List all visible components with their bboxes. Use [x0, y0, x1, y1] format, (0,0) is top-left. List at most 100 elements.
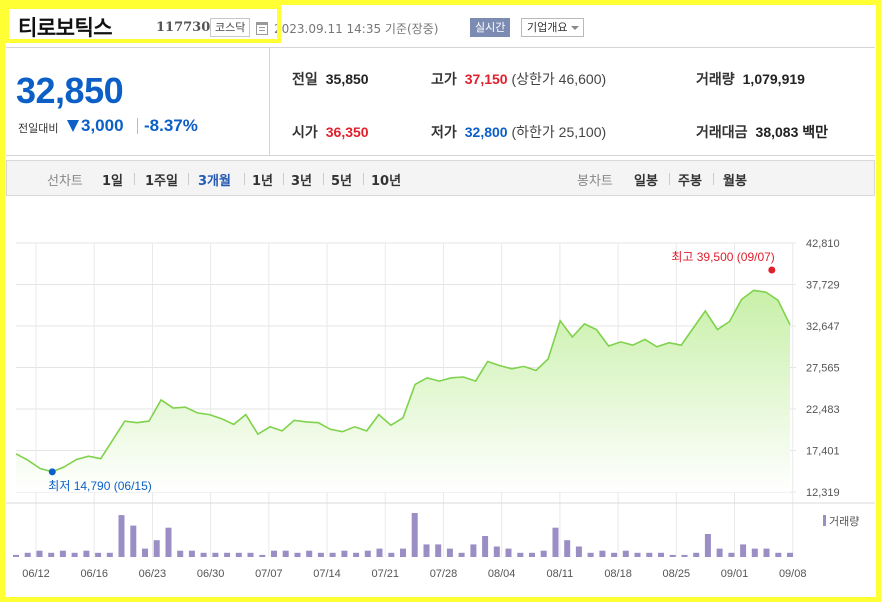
volume-bar [188, 550, 195, 557]
volume-bar [575, 546, 582, 557]
min-point [48, 468, 56, 476]
volume-bar [599, 550, 606, 557]
volume-bar [259, 554, 266, 557]
candle-weekly[interactable]: 주봉 [678, 174, 702, 189]
volume-bar [282, 550, 289, 557]
volume-bar [435, 544, 442, 557]
stat-open: 시가 36,350 [292, 122, 369, 142]
stat-value: 35,850 [325, 71, 369, 87]
volume-bar [247, 552, 254, 557]
chevron-down-icon [571, 26, 580, 30]
company-name[interactable]: 티로보틱스 [18, 16, 113, 40]
volume-bar [294, 552, 301, 557]
volume-bar [493, 546, 500, 557]
x-tick-label: 07/28 [430, 568, 458, 580]
company-overview-label: 기업개요 [527, 21, 568, 34]
y-tick-label: 12,319 [806, 487, 840, 499]
title-highlight [5, 5, 281, 43]
volume-bar [83, 550, 90, 557]
period-1y[interactable]: 1년 [252, 174, 274, 189]
current-price: 32,850 [16, 70, 124, 111]
stat-prev-close: 전일 35,850 [292, 69, 369, 89]
change-percent: -8.37% [144, 116, 198, 135]
stat-high: 고가 37,150 (상한가 46,600) [431, 69, 606, 89]
volume-bar [634, 552, 641, 557]
y-tick-label: 22,483 [806, 404, 840, 416]
volume-bar [669, 554, 676, 557]
y-tick-label: 17,401 [806, 446, 840, 458]
y-tick-label: 27,565 [806, 363, 840, 375]
stat-trade-value: 거래대금 38,083 백만 [696, 122, 828, 142]
x-tick-label: 08/04 [488, 568, 516, 580]
x-tick-label: 08/11 [547, 568, 574, 580]
volume-bar [59, 550, 66, 557]
period-3y[interactable]: 3년 [291, 174, 313, 189]
volume-bar [400, 548, 406, 557]
candle-monthly[interactable]: 월봉 [723, 174, 747, 189]
realtime-button[interactable]: 실시간 [470, 18, 511, 37]
volume-bar [458, 552, 465, 557]
volume-bar [587, 552, 594, 557]
volume-bar [564, 540, 571, 557]
period-1w[interactable]: 1주일 [145, 174, 178, 189]
volume-bar [704, 534, 711, 557]
stat-label: 거래대금 [696, 124, 748, 140]
period-10y[interactable]: 10년 [371, 174, 402, 189]
volume-bar [48, 552, 55, 557]
volume-bar [517, 552, 524, 557]
toolbar-divider [283, 173, 284, 185]
volume-bar [658, 552, 664, 557]
volume-bar [71, 552, 78, 557]
volume-bar [529, 552, 535, 557]
volume-bar [235, 552, 242, 557]
volume-bar [212, 552, 219, 557]
volume-bar [622, 550, 629, 557]
x-tick-label: 06/16 [80, 568, 108, 580]
volume-bar [376, 548, 383, 557]
volume-bar [411, 513, 418, 557]
toolbar-divider [244, 173, 245, 185]
volume-bar [341, 550, 348, 557]
volume-bar [693, 552, 700, 557]
x-tick-label: 09/08 [779, 568, 807, 580]
volume-bar [165, 527, 172, 557]
volume-legend: 거래량 [829, 515, 859, 528]
volume-bar [142, 548, 148, 557]
change-amount: 3,000 [81, 116, 124, 135]
stat-label: 저가 [431, 124, 457, 140]
stat-value: 37,150 [464, 71, 508, 87]
stock-code: 117730 [156, 20, 211, 35]
stat-low: 저가 32,800 (하한가 25,100) [431, 122, 606, 142]
x-tick-label: 07/07 [255, 568, 283, 580]
volume-bar [306, 550, 313, 557]
period-5y[interactable]: 5년 [331, 174, 353, 189]
period-1d[interactable]: 1일 [102, 174, 124, 189]
volume-bar [177, 550, 184, 557]
price-line [15, 289, 791, 473]
volume-bar [775, 552, 782, 557]
volume-bar [106, 552, 113, 557]
volume-bar [95, 552, 102, 557]
stat-upper-limit: (상한가 46,600) [511, 71, 607, 87]
company-overview-dropdown[interactable]: 기업개요 [521, 18, 585, 37]
volume-bar [200, 552, 207, 557]
calendar-icon [256, 22, 268, 35]
summary-divider [269, 48, 270, 155]
stock-header: 티로보틱스 117730 코스닥 2023.09.11 14:35 기준(장중)… [6, 6, 875, 48]
toolbar-divider [323, 173, 324, 185]
volume-bar [751, 548, 758, 557]
stat-label: 전일 [292, 71, 318, 87]
x-tick-label: 06/12 [22, 568, 50, 580]
volume-bar [728, 552, 735, 557]
candle-daily[interactable]: 일봉 [634, 174, 658, 189]
volume-legend-swatch [823, 515, 826, 526]
toolbar-divider [363, 173, 364, 185]
volume-bar [153, 540, 160, 557]
stat-label: 거래량 [696, 71, 735, 87]
volume-bar [130, 525, 137, 557]
period-3m[interactable]: 3개월 [198, 174, 231, 189]
volume-bar [13, 554, 19, 557]
toolbar-divider [669, 173, 670, 185]
volume-bar [446, 548, 453, 557]
